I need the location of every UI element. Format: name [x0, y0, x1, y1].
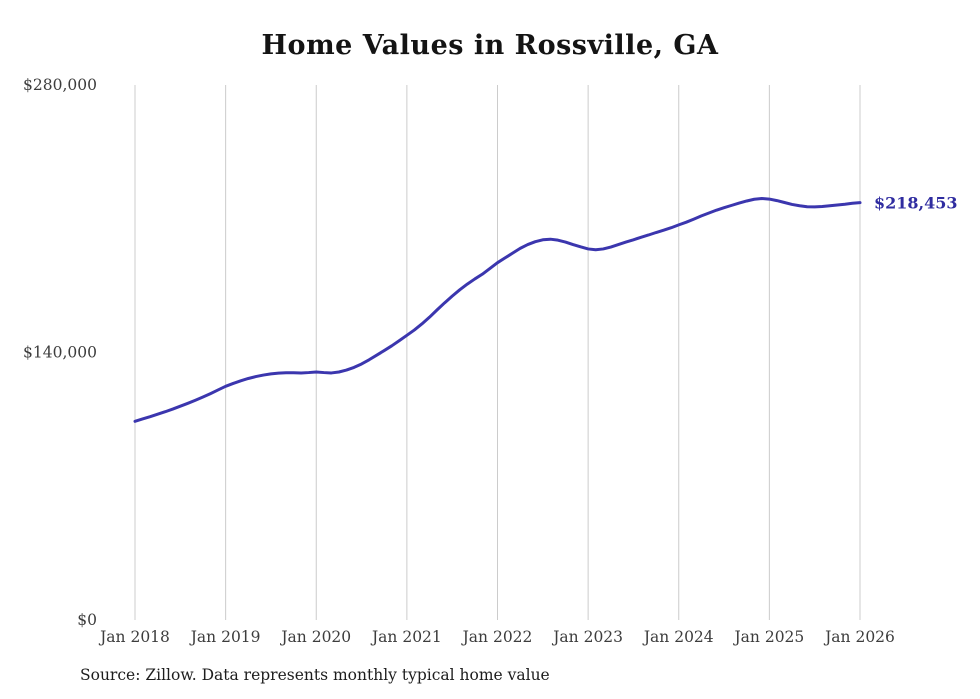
x-axis-tick-label: Jan 2023: [551, 628, 623, 646]
x-axis-tick-label: Jan 2019: [189, 628, 261, 646]
x-axis-tick-label: Jan 2022: [461, 628, 533, 646]
x-axis-tick-label: Jan 2026: [823, 628, 895, 646]
y-axis-tick-label: $280,000: [23, 76, 97, 94]
y-axis-tick-label: $140,000: [23, 344, 97, 362]
x-axis-tick-label: Jan 2024: [642, 628, 714, 646]
x-axis-tick-label: Jan 2021: [370, 628, 442, 646]
chart-title: Home Values in Rossville, GA: [261, 30, 719, 61]
home-value-line: [133, 196, 862, 423]
x-axis-tick-label: Jan 2025: [732, 628, 804, 646]
latest-value-label: $218,453: [874, 194, 958, 213]
x-axis-tick-label: Jan 2018: [98, 628, 170, 646]
source-note: Source: Zillow. Data represents monthly …: [80, 666, 550, 684]
x-axis-tick-label: Jan 2020: [279, 628, 351, 646]
y-axis-tick-label: $0: [77, 611, 97, 629]
